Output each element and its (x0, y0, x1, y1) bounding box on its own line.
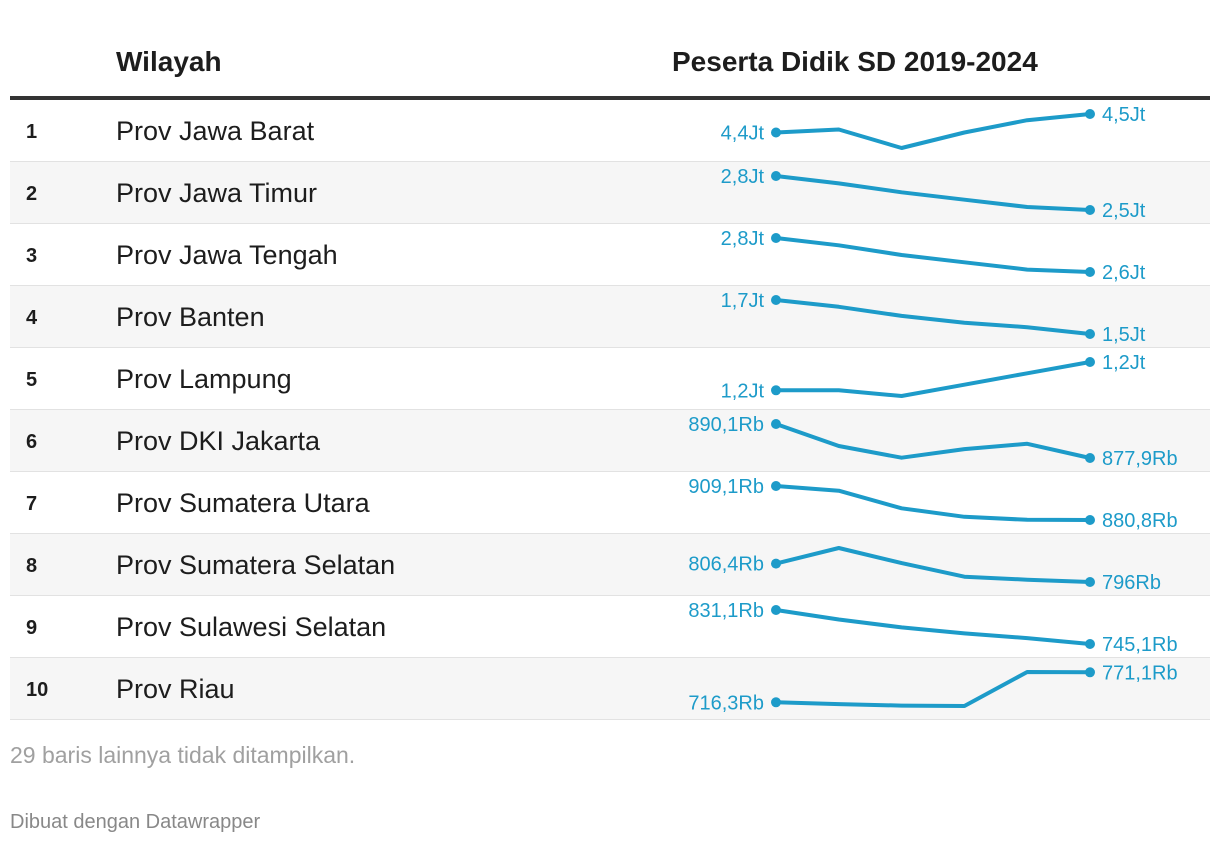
sparkline-end-label: 880,8Rb (1102, 510, 1178, 532)
sparkline-start-label: 831,1Rb (688, 600, 764, 622)
sparkline-line (774, 112, 1092, 150)
row-region-name: Prov Sumatera Selatan (116, 550, 396, 580)
sparkline-end-point (1085, 639, 1095, 649)
sparkline-end-point (1085, 329, 1095, 339)
row-region-name: Prov Jawa Timur (116, 178, 318, 208)
sparkline-end-label: 796Rb (1102, 572, 1161, 594)
sparkline-start-label: 2,8Jt (721, 166, 765, 188)
sparkline-start-label: 716,3Rb (688, 692, 764, 714)
sparkline-end-label: 745,1Rb (1102, 634, 1178, 656)
sparkline-line (774, 546, 1092, 584)
row-rank: 2 (26, 183, 38, 205)
row-rank: 5 (26, 369, 38, 391)
table-row: 4 Prov Banten 1,7Jt 1,5Jt (10, 286, 1210, 348)
sparkline-start-point (771, 481, 781, 491)
sparkline-start-label: 1,2Jt (721, 380, 765, 402)
sparkline: 806,4Rb 796Rb (688, 546, 1161, 594)
row-region-name: Prov Lampung (116, 364, 292, 394)
sparkline-start-point (771, 419, 781, 429)
sparkline-start-label: 2,8Jt (721, 228, 765, 250)
row-region-name: Prov Banten (116, 302, 265, 332)
sparkline: 2,8Jt 2,6Jt (721, 228, 1146, 284)
sparkline: 831,1Rb 745,1Rb (688, 600, 1178, 656)
sparkline: 1,2Jt 1,2Jt (721, 352, 1146, 402)
sparkline-end-point (1085, 515, 1095, 525)
sparkline-start-point (771, 171, 781, 181)
sparkline-start-label: 1,7Jt (721, 290, 765, 312)
sparkline-end-label: 771,1Rb (1102, 662, 1178, 684)
sparkline-line (774, 608, 1092, 646)
row-region-name: Prov Sulawesi Selatan (116, 612, 387, 642)
column-header-series[interactable]: Peserta Didik SD 2019-2024 (672, 46, 1038, 77)
row-rank: 9 (26, 617, 38, 639)
sparkline-start-point (771, 295, 781, 305)
sparkline-start-label: 890,1Rb (688, 414, 764, 436)
sparkline-start-point (771, 558, 781, 569)
sparkline-end-point (1085, 205, 1095, 215)
sparkline-line (774, 174, 1092, 212)
table-body: 1 Prov Jawa Barat 4,4Jt 4,5Jt 2 Prov Jawa Tim… (10, 100, 1210, 720)
sparkline: 2,8Jt 2,5Jt (721, 166, 1146, 222)
table-row: 7 Prov Sumatera Utara 909,1Rb 880,8Rb (10, 472, 1210, 534)
table-header: Wilayah Peserta Didik SD 2019-2024 (10, 0, 1210, 100)
row-rank: 8 (26, 555, 38, 577)
sparkline-start-label: 806,4Rb (688, 554, 764, 576)
sparkline-end-point (1085, 453, 1095, 463)
row-rank: 4 (26, 307, 38, 329)
sparkline-start-point (771, 127, 781, 138)
sparkline: 1,7Jt 1,5Jt (721, 290, 1146, 346)
row-rank: 6 (26, 431, 38, 453)
sparkline-end-label: 1,2Jt (1102, 352, 1146, 374)
sparkline-end-point (1085, 667, 1095, 678)
sparkline-start-point (771, 605, 781, 615)
sparkline-end-point (1085, 109, 1095, 119)
sparkline: 4,4Jt 4,5Jt (721, 104, 1146, 150)
sparkline-start-point (771, 697, 781, 708)
sparkline-line (774, 360, 1092, 398)
row-rank: 10 (26, 679, 49, 701)
sparkline-start-point (771, 385, 781, 396)
table-row: 10 Prov Riau 716,3Rb 771,1Rb (10, 658, 1210, 720)
row-region-name: Prov Riau (116, 674, 235, 704)
table-row: 1 Prov Jawa Barat 4,4Jt 4,5Jt (10, 100, 1210, 162)
table-row: 9 Prov Sulawesi Selatan 831,1Rb 745,1Rb (10, 596, 1210, 658)
row-rank: 7 (26, 493, 38, 515)
table-row: 6 Prov DKI Jakarta 890,1Rb 877,9Rb (10, 410, 1210, 472)
row-region-name: Prov Jawa Barat (116, 116, 315, 146)
credit-link[interactable]: Dibuat dengan Datawrapper (10, 811, 261, 833)
sparkline: 716,3Rb 771,1Rb (688, 662, 1178, 714)
sparkline-end-label: 4,5Jt (1102, 104, 1146, 126)
sparkline-end-label: 877,9Rb (1102, 448, 1178, 470)
sparkline-line (774, 484, 1092, 522)
row-rank: 3 (26, 245, 38, 267)
sparkline-start-label: 4,4Jt (721, 123, 765, 145)
sparkline-end-label: 2,5Jt (1102, 200, 1146, 222)
sparkline-end-label: 2,6Jt (1102, 262, 1146, 284)
sparkline-start-label: 909,1Rb (688, 476, 764, 498)
row-region-name: Prov DKI Jakarta (116, 426, 321, 456)
sparkline-line (774, 422, 1092, 460)
table-row: 8 Prov Sumatera Selatan 806,4Rb 796Rb (10, 534, 1210, 596)
sparkline-start-point (771, 233, 781, 243)
table-row: 5 Prov Lampung 1,2Jt 1,2Jt (10, 348, 1210, 410)
column-header-region[interactable]: Wilayah (116, 46, 222, 77)
sparkline-end-point (1085, 357, 1095, 367)
row-region-name: Prov Jawa Tengah (116, 240, 338, 270)
sparkline-line (774, 298, 1092, 336)
sparkline-line (774, 236, 1092, 274)
sparkline: 909,1Rb 880,8Rb (688, 476, 1178, 532)
hidden-rows-note: 29 baris lainnya tidak ditampilkan. (10, 742, 356, 768)
sparkline-end-label: 1,5Jt (1102, 324, 1146, 346)
data-table: Wilayah Peserta Didik SD 2019-2024 1 Prov… (10, 0, 1210, 720)
row-rank: 1 (26, 121, 38, 143)
sparkline: 890,1Rb 877,9Rb (688, 414, 1178, 470)
table-row: 3 Prov Jawa Tengah 2,8Jt 2,6Jt (10, 224, 1210, 286)
sparkline-line (774, 670, 1092, 708)
sparkline-end-point (1085, 267, 1095, 277)
table-row: 2 Prov Jawa Timur 2,8Jt 2,5Jt (10, 162, 1210, 224)
row-region-name: Prov Sumatera Utara (116, 488, 370, 518)
sparkline-end-point (1085, 577, 1095, 587)
